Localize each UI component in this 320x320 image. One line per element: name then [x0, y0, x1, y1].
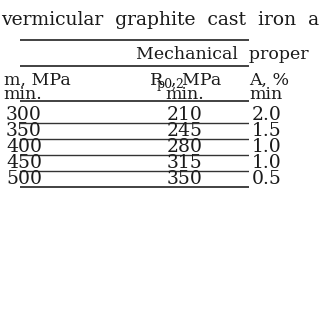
- Text: 0.5: 0.5: [251, 170, 281, 188]
- Text: m, MPa: m, MPa: [4, 72, 70, 89]
- Text: p0,2: p0,2: [156, 78, 184, 91]
- Text: 1.0: 1.0: [251, 154, 281, 172]
- Text: R: R: [150, 72, 164, 89]
- Text: min.: min.: [4, 86, 43, 103]
- Text: A, %: A, %: [249, 72, 289, 89]
- Text: , MPa: , MPa: [171, 72, 221, 89]
- Text: 300: 300: [6, 106, 42, 124]
- Text: 315: 315: [167, 154, 203, 172]
- Text: 350: 350: [167, 170, 203, 188]
- Text: 245: 245: [167, 122, 203, 140]
- Text: 210: 210: [167, 106, 203, 124]
- Text: 400: 400: [6, 138, 42, 156]
- Text: vermicular  graphite  cast  iron  acc: vermicular graphite cast iron acc: [2, 11, 320, 29]
- Text: min.: min.: [165, 86, 204, 103]
- Text: min: min: [249, 86, 282, 103]
- Text: 450: 450: [6, 154, 42, 172]
- Text: 280: 280: [167, 138, 203, 156]
- Text: Mechanical  proper: Mechanical proper: [136, 46, 309, 63]
- Text: 350: 350: [6, 122, 42, 140]
- Text: 2.0: 2.0: [251, 106, 281, 124]
- Text: 500: 500: [6, 170, 42, 188]
- Text: 1.0: 1.0: [251, 138, 281, 156]
- Text: 1.5: 1.5: [251, 122, 281, 140]
